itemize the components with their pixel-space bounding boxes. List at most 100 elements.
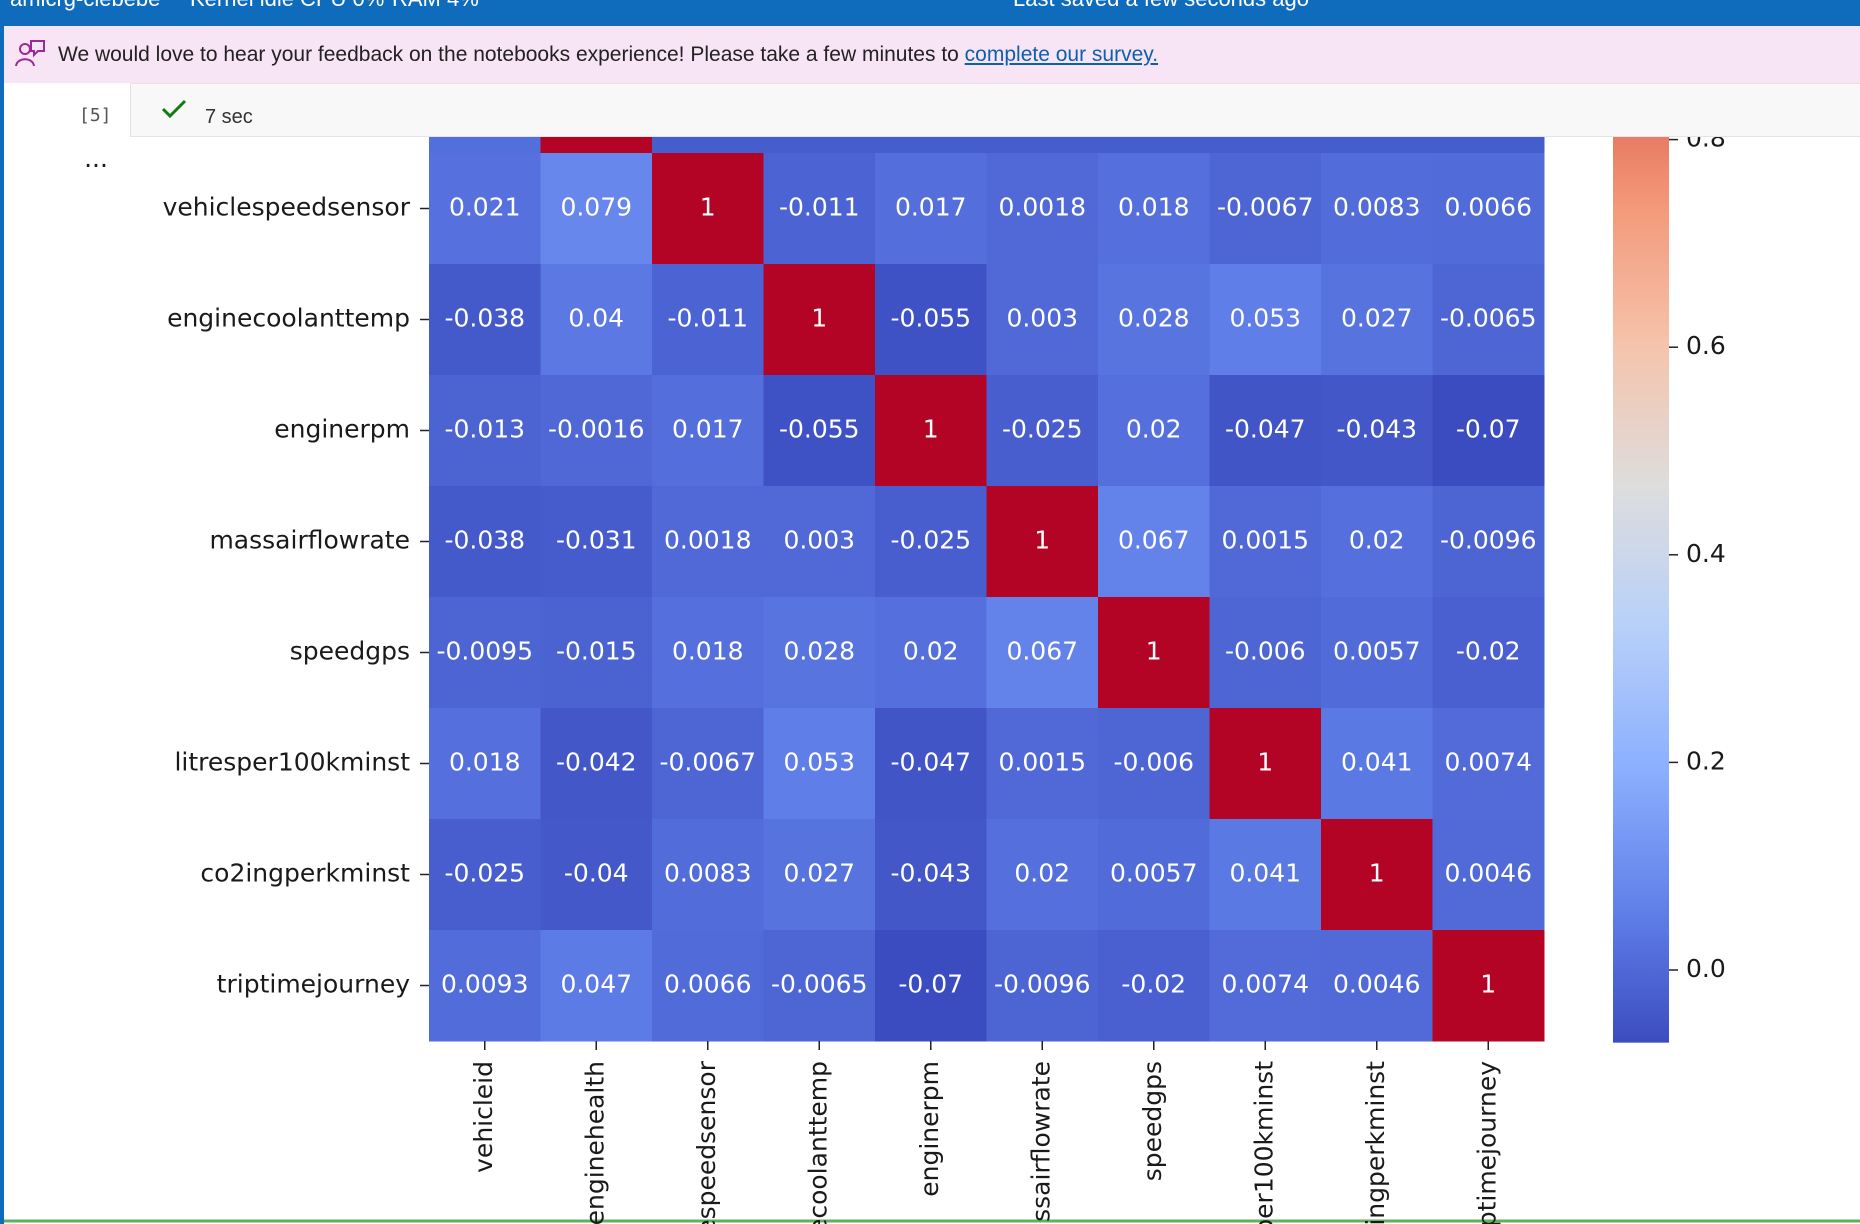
heatmap-cell — [652, 153, 764, 265]
heatmap-cell — [986, 930, 1099, 1042]
feedback-icon — [15, 40, 45, 67]
cell-text: 0.04 — [568, 304, 624, 333]
cell-text: 0.0093 — [441, 970, 528, 999]
cell-text: 0.02 — [1126, 415, 1182, 444]
heatmap-cell — [1098, 375, 1210, 487]
cell-text: -0.0067 — [1217, 193, 1314, 222]
heatmap-cell — [986, 708, 1099, 820]
heatmap-cell — [1209, 375, 1322, 487]
cell-text: 0.027 — [1341, 304, 1413, 333]
cell-text: 0.041 — [1341, 748, 1413, 777]
x-tick-label: co2ingperkminst — [1361, 1061, 1390, 1224]
heatmap-cell — [763, 597, 876, 709]
cell-text: 0.0057 — [1110, 859, 1197, 888]
cell-text: -0.043 — [1336, 415, 1417, 444]
cell-text: -0.047 — [1225, 415, 1306, 444]
cell-text: 1 — [923, 415, 939, 444]
heatmap-cell — [540, 486, 653, 598]
survey-link[interactable]: complete our survey. — [964, 43, 1159, 66]
run-duration: 7 sec — [205, 106, 253, 128]
heatmap-cell — [540, 264, 653, 376]
heatmap-cell — [652, 819, 764, 931]
heatmap-cell — [1432, 708, 1545, 820]
heatmap-cell — [540, 597, 653, 709]
cell-text: -0.025 — [890, 526, 971, 555]
cell-text: -0.0096 — [994, 970, 1091, 999]
cell-text: 0.0083 — [664, 859, 751, 888]
heatmap-cell — [1321, 597, 1433, 709]
x-tick-label: enginehealth — [580, 1061, 609, 1224]
x-tick-label: massairflowrate — [1026, 1061, 1055, 1224]
cell-text: 0.0066 — [1445, 193, 1532, 222]
cell-focus-bar — [0, 26, 4, 1224]
partial-cell — [429, 133, 541, 153]
cell-text: 0.003 — [1006, 304, 1078, 333]
cell-text: 1 — [1480, 970, 1496, 999]
cell-text: 0.0066 — [664, 970, 751, 999]
y-tick-label: enginecoolanttemp — [167, 304, 410, 333]
heatmap-cell — [1321, 930, 1433, 1042]
cell-text: 0.0074 — [1222, 970, 1309, 999]
cell-text: -0.04 — [564, 859, 629, 888]
heatmap-cell — [1209, 819, 1322, 931]
cell-text: 0.02 — [1349, 526, 1405, 555]
cell-text: 0.027 — [783, 859, 855, 888]
x-tick-label: speedgps — [1138, 1061, 1167, 1181]
heatmap-cell — [429, 375, 541, 487]
cell-text: 0.017 — [895, 193, 967, 222]
heatmap-cell — [1098, 153, 1210, 265]
cell-text: 0.0083 — [1333, 193, 1420, 222]
cell-text: 0.053 — [783, 748, 855, 777]
colorbar-tick-label: 0.0 — [1686, 954, 1726, 983]
heatmap-cell — [763, 930, 876, 1042]
cell-text: 0.041 — [1229, 859, 1301, 888]
heatmap-cell — [1432, 819, 1545, 931]
cell-text: 1 — [1257, 748, 1273, 777]
heatmap-cell — [1432, 264, 1545, 376]
heatmap-cell — [540, 930, 653, 1042]
cell-text: 0.0046 — [1333, 970, 1420, 999]
partial-cell — [875, 133, 987, 153]
heatmap-cell — [875, 264, 987, 376]
heatmap-cell — [763, 708, 876, 820]
heatmap-cell — [875, 153, 987, 265]
cell-text: -0.07 — [1456, 415, 1521, 444]
heatmap-cell — [1209, 708, 1322, 820]
heatmap-cell — [652, 708, 764, 820]
heatmap-cell — [986, 375, 1099, 487]
heatmap-cell — [652, 264, 764, 376]
partial-cell — [986, 133, 1099, 153]
heatmap-cell — [1098, 930, 1210, 1042]
heatmap-cell — [875, 930, 987, 1042]
execution-count: [5] — [79, 105, 112, 126]
cell-text: -0.025 — [444, 859, 525, 888]
cell-text: 0.018 — [449, 748, 521, 777]
cell-text: 0.047 — [560, 970, 632, 999]
cell-text: -0.011 — [667, 304, 748, 333]
cell-text: 1 — [1146, 637, 1162, 666]
heatmap-cell — [1098, 819, 1210, 931]
heatmap-cell — [986, 486, 1099, 598]
more-output: ... — [84, 144, 108, 173]
heatmap-cell — [875, 708, 987, 820]
cell-text: -0.0065 — [771, 970, 868, 999]
kernel-name: amlcrg-clebebe — [10, 0, 160, 12]
cell-text: 1 — [1369, 859, 1385, 888]
cell-text: 0.028 — [783, 637, 855, 666]
colorbar-tick-label: 0.4 — [1686, 539, 1726, 568]
cell-text: -0.042 — [556, 748, 637, 777]
heatmap-cell — [429, 930, 541, 1042]
heatmap-cell — [1321, 819, 1433, 931]
colorbar-tick-label: 0.6 — [1686, 331, 1726, 360]
cell-text: 0.0057 — [1333, 637, 1420, 666]
heatmap-cell — [1209, 930, 1322, 1042]
heatmap-cell — [986, 819, 1099, 931]
cell-text: 0.053 — [1229, 304, 1301, 333]
cell-text: -0.02 — [1121, 970, 1186, 999]
y-tick-label: co2ingperkminst — [200, 859, 410, 888]
cell-text: -0.043 — [890, 859, 971, 888]
heatmap-cell — [429, 264, 541, 376]
cell-text: -0.006 — [1113, 748, 1194, 777]
heatmap-cell — [1209, 597, 1322, 709]
